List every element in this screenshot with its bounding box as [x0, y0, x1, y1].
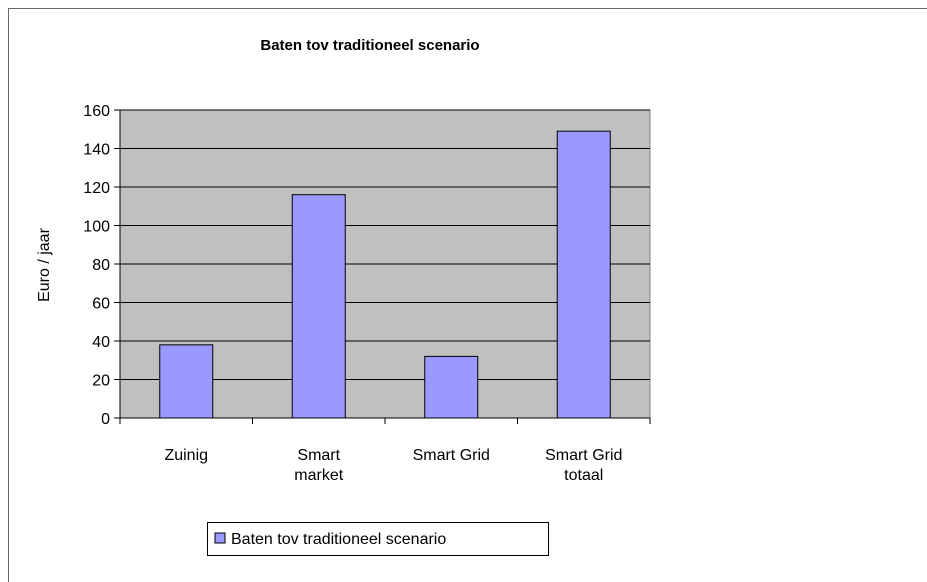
y-axis-label: Euro / jaar: [36, 227, 53, 301]
x-tick-label: Zuinig: [164, 447, 208, 464]
legend-swatch: [214, 532, 226, 544]
legend-label: Baten tov traditioneel scenario: [231, 531, 446, 548]
y-tick-label: 100: [83, 219, 110, 236]
y-tick-label: 160: [83, 103, 110, 120]
bar: [291, 194, 346, 419]
y-tick-label: 40: [92, 334, 110, 351]
chart-title: Baten tov traditioneel scenario: [260, 37, 479, 54]
y-tick-label: 120: [83, 180, 110, 197]
bar: [159, 344, 214, 419]
bar: [556, 130, 611, 419]
bar: [424, 355, 479, 419]
x-tick-label: Smart market: [294, 447, 343, 484]
x-tick-label: Smart Grid totaal: [545, 447, 622, 484]
y-tick-label: 60: [92, 296, 110, 313]
y-tick-label: 140: [83, 142, 110, 159]
y-tick-label: 0: [101, 411, 110, 428]
legend-box: [207, 522, 549, 556]
y-tick-label: 20: [92, 373, 110, 390]
x-tick-label: Smart Grid: [413, 447, 490, 464]
y-tick-label: 80: [92, 257, 110, 274]
